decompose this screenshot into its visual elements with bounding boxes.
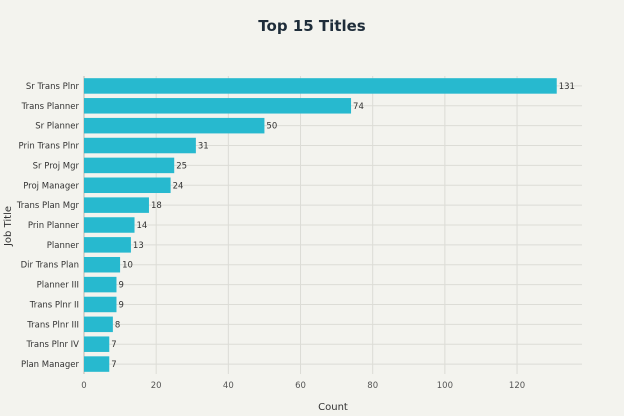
category-label: Prin Trans Plnr: [19, 142, 80, 152]
data-label: 74: [353, 102, 364, 112]
labels-layer: 0 20 40 60 80 100 120 Sr Trans Plnr 131 Trans Pla…: [16, 82, 575, 391]
category-label: Trans Plnr IV: [25, 340, 79, 350]
bar: [84, 157, 175, 174]
bar: [84, 336, 110, 352]
category-label: Sr Planner: [35, 122, 79, 132]
category-label: Prin Planner: [28, 221, 80, 231]
bar: [84, 316, 113, 333]
x-tick-label: 40: [223, 381, 234, 391]
x-tick-label: 80: [367, 381, 378, 391]
category-label: Trans Plnr II: [29, 300, 79, 310]
data-label: 8: [115, 320, 120, 330]
category-label: Sr Proj Mgr: [33, 161, 80, 171]
data-label: 31: [198, 142, 209, 152]
category-label: Sr Trans Plnr: [26, 82, 80, 92]
data-label: 131: [559, 82, 575, 92]
bar: [84, 197, 149, 213]
y-axis-label: Job Title: [3, 206, 14, 247]
bar: [84, 237, 131, 253]
data-label: 25: [176, 161, 187, 171]
x-tick-label: 20: [151, 381, 162, 391]
x-tick-label: 60: [295, 381, 306, 391]
bar: [84, 98, 352, 114]
x-tick-label: 100: [437, 381, 453, 391]
x-tick-label: 0: [81, 381, 86, 391]
bar: [84, 78, 557, 94]
bars-layer: [84, 78, 557, 372]
data-label: 24: [173, 181, 184, 191]
x-tick-label: 120: [509, 381, 525, 391]
data-label: 10: [122, 261, 133, 271]
category-label: Planner III: [37, 281, 79, 291]
x-axis-label: Count: [318, 402, 348, 413]
category-label: Trans Plan Mgr: [16, 201, 80, 211]
bar: [84, 356, 110, 372]
bar: [84, 217, 135, 233]
category-label: Plan Manager: [21, 360, 80, 370]
bar: [84, 177, 171, 194]
bar: [84, 256, 121, 273]
data-label: 9: [118, 281, 123, 291]
chart-title: Top 15 Titles: [258, 17, 365, 35]
data-label: 50: [266, 122, 277, 132]
data-label: 14: [137, 221, 148, 231]
data-label: 9: [118, 300, 123, 310]
data-label: 13: [133, 241, 144, 251]
category-label: Dir Trans Plan: [21, 261, 79, 271]
category-label: Proj Manager: [23, 181, 79, 191]
category-label: Trans Plnr III: [26, 320, 79, 330]
data-label: 7: [111, 360, 116, 370]
category-label: Trans Planner: [21, 102, 80, 112]
bar: [84, 296, 117, 313]
bar: [84, 117, 265, 134]
bar: [84, 276, 117, 293]
data-label: 7: [111, 340, 116, 350]
data-label: 18: [151, 201, 162, 211]
category-label: Planner: [47, 241, 80, 251]
bar: [84, 137, 196, 154]
